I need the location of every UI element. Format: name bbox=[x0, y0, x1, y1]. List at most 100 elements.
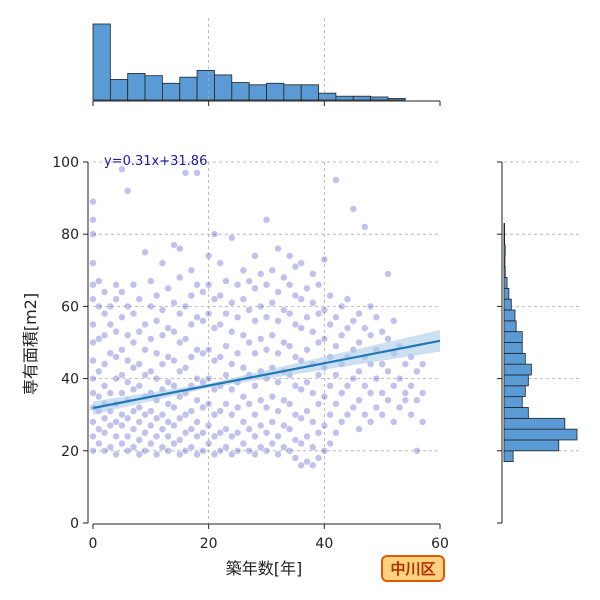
scatter-point bbox=[413, 447, 421, 455]
scatter-point bbox=[338, 389, 346, 397]
scatter-point bbox=[291, 411, 300, 419]
right-histogram-bar bbox=[503, 255, 506, 268]
main-gridlines bbox=[93, 161, 440, 523]
scatter-point bbox=[118, 411, 126, 419]
top-histogram-bar bbox=[109, 79, 129, 101]
scatter-point bbox=[187, 407, 195, 415]
scatter-point bbox=[153, 414, 161, 422]
y-tick-label: 60 bbox=[61, 299, 79, 315]
scatter-point bbox=[222, 277, 230, 285]
scatter-point bbox=[343, 411, 352, 419]
scatter-point bbox=[216, 447, 224, 455]
scatter-point bbox=[222, 400, 230, 408]
y-tick-label: 0 bbox=[70, 516, 79, 532]
scatter-point bbox=[251, 450, 259, 459]
scatter-point bbox=[233, 281, 242, 289]
scatter-point bbox=[332, 313, 340, 321]
right-histogram-bar bbox=[503, 266, 506, 278]
scatter-point bbox=[112, 328, 120, 336]
right-histogram-bar bbox=[503, 309, 516, 322]
scatter-point bbox=[251, 284, 259, 292]
scatter-point bbox=[124, 187, 132, 195]
scatter-point bbox=[291, 454, 300, 462]
scatter-point bbox=[401, 389, 409, 397]
scatter-point bbox=[118, 439, 126, 448]
scatter-point bbox=[314, 281, 323, 289]
scatter-point bbox=[141, 248, 149, 256]
scatter-point bbox=[378, 411, 386, 419]
scatter-point bbox=[199, 317, 207, 325]
scatter-point bbox=[100, 447, 109, 455]
scatter-point bbox=[129, 338, 138, 347]
scatter-point bbox=[361, 411, 369, 419]
scatter-point bbox=[100, 331, 109, 339]
scatter-point bbox=[257, 302, 265, 311]
scatter-point bbox=[222, 310, 230, 318]
scatter-point bbox=[274, 378, 282, 386]
x-tick-label: 60 bbox=[431, 536, 449, 552]
scatter-point bbox=[309, 461, 317, 469]
scatter-point bbox=[314, 310, 323, 318]
scatter-point bbox=[205, 252, 213, 260]
scatter-point bbox=[124, 331, 132, 339]
scatter-point bbox=[384, 396, 392, 404]
scatter-point bbox=[291, 263, 300, 271]
scatter-point bbox=[216, 353, 224, 361]
scatter-point bbox=[95, 335, 103, 343]
scatter-point bbox=[129, 425, 138, 433]
scatter-point bbox=[320, 335, 328, 343]
scatter-point bbox=[176, 436, 184, 444]
scatter-point bbox=[262, 447, 271, 455]
scatter-point bbox=[239, 266, 247, 274]
scatter-point bbox=[135, 418, 143, 426]
scatter-point bbox=[147, 277, 155, 285]
scatter-point bbox=[176, 273, 184, 282]
scatter-point bbox=[262, 313, 271, 321]
regression-equation: y=0.31x+31.86 bbox=[104, 154, 207, 169]
scatter-point bbox=[129, 443, 138, 451]
top-histogram-bar bbox=[387, 98, 406, 101]
scatter-point bbox=[95, 425, 103, 433]
scatter-point bbox=[268, 331, 276, 339]
top-histogram-bar bbox=[127, 73, 146, 101]
x-tick-label: 20 bbox=[200, 536, 218, 552]
scatter-point bbox=[124, 356, 132, 365]
scatter-point bbox=[309, 270, 317, 278]
scatter-point bbox=[262, 281, 271, 289]
scatter-point bbox=[112, 353, 120, 361]
scatter-point bbox=[326, 291, 334, 300]
scatter-point bbox=[210, 230, 219, 238]
scatter-point bbox=[193, 169, 201, 177]
scatter-point bbox=[135, 450, 143, 459]
scatter-point bbox=[164, 432, 172, 440]
scatter-point bbox=[129, 385, 138, 394]
scatter-point bbox=[314, 454, 323, 462]
scatter-point bbox=[124, 378, 132, 386]
top-histogram-bar bbox=[370, 96, 389, 101]
scatter-point bbox=[286, 252, 294, 260]
scatter-point bbox=[297, 439, 305, 448]
scatter-point bbox=[245, 277, 253, 285]
scatter-point bbox=[372, 403, 380, 412]
scatter-point bbox=[199, 403, 207, 412]
scatter-point bbox=[216, 429, 224, 437]
scatter-point bbox=[205, 310, 213, 318]
scatter-point bbox=[349, 205, 357, 213]
scatter-point bbox=[326, 411, 334, 419]
scatter-point bbox=[100, 414, 109, 422]
scatter-point bbox=[355, 338, 363, 347]
scatter-point bbox=[280, 273, 288, 282]
scatter-point bbox=[135, 382, 143, 390]
scatter-point bbox=[257, 443, 265, 451]
scatter-point bbox=[187, 353, 195, 361]
top-histogram-bar bbox=[352, 95, 372, 101]
scatter-point bbox=[193, 450, 201, 459]
scatter-point bbox=[89, 230, 97, 238]
scatter-point bbox=[210, 450, 219, 459]
scatter-point bbox=[320, 393, 328, 401]
scatter-point bbox=[245, 447, 253, 455]
x-axis-title: 築年数[年] bbox=[226, 559, 303, 578]
scatter-point bbox=[286, 342, 294, 350]
scatter-point bbox=[89, 375, 97, 383]
